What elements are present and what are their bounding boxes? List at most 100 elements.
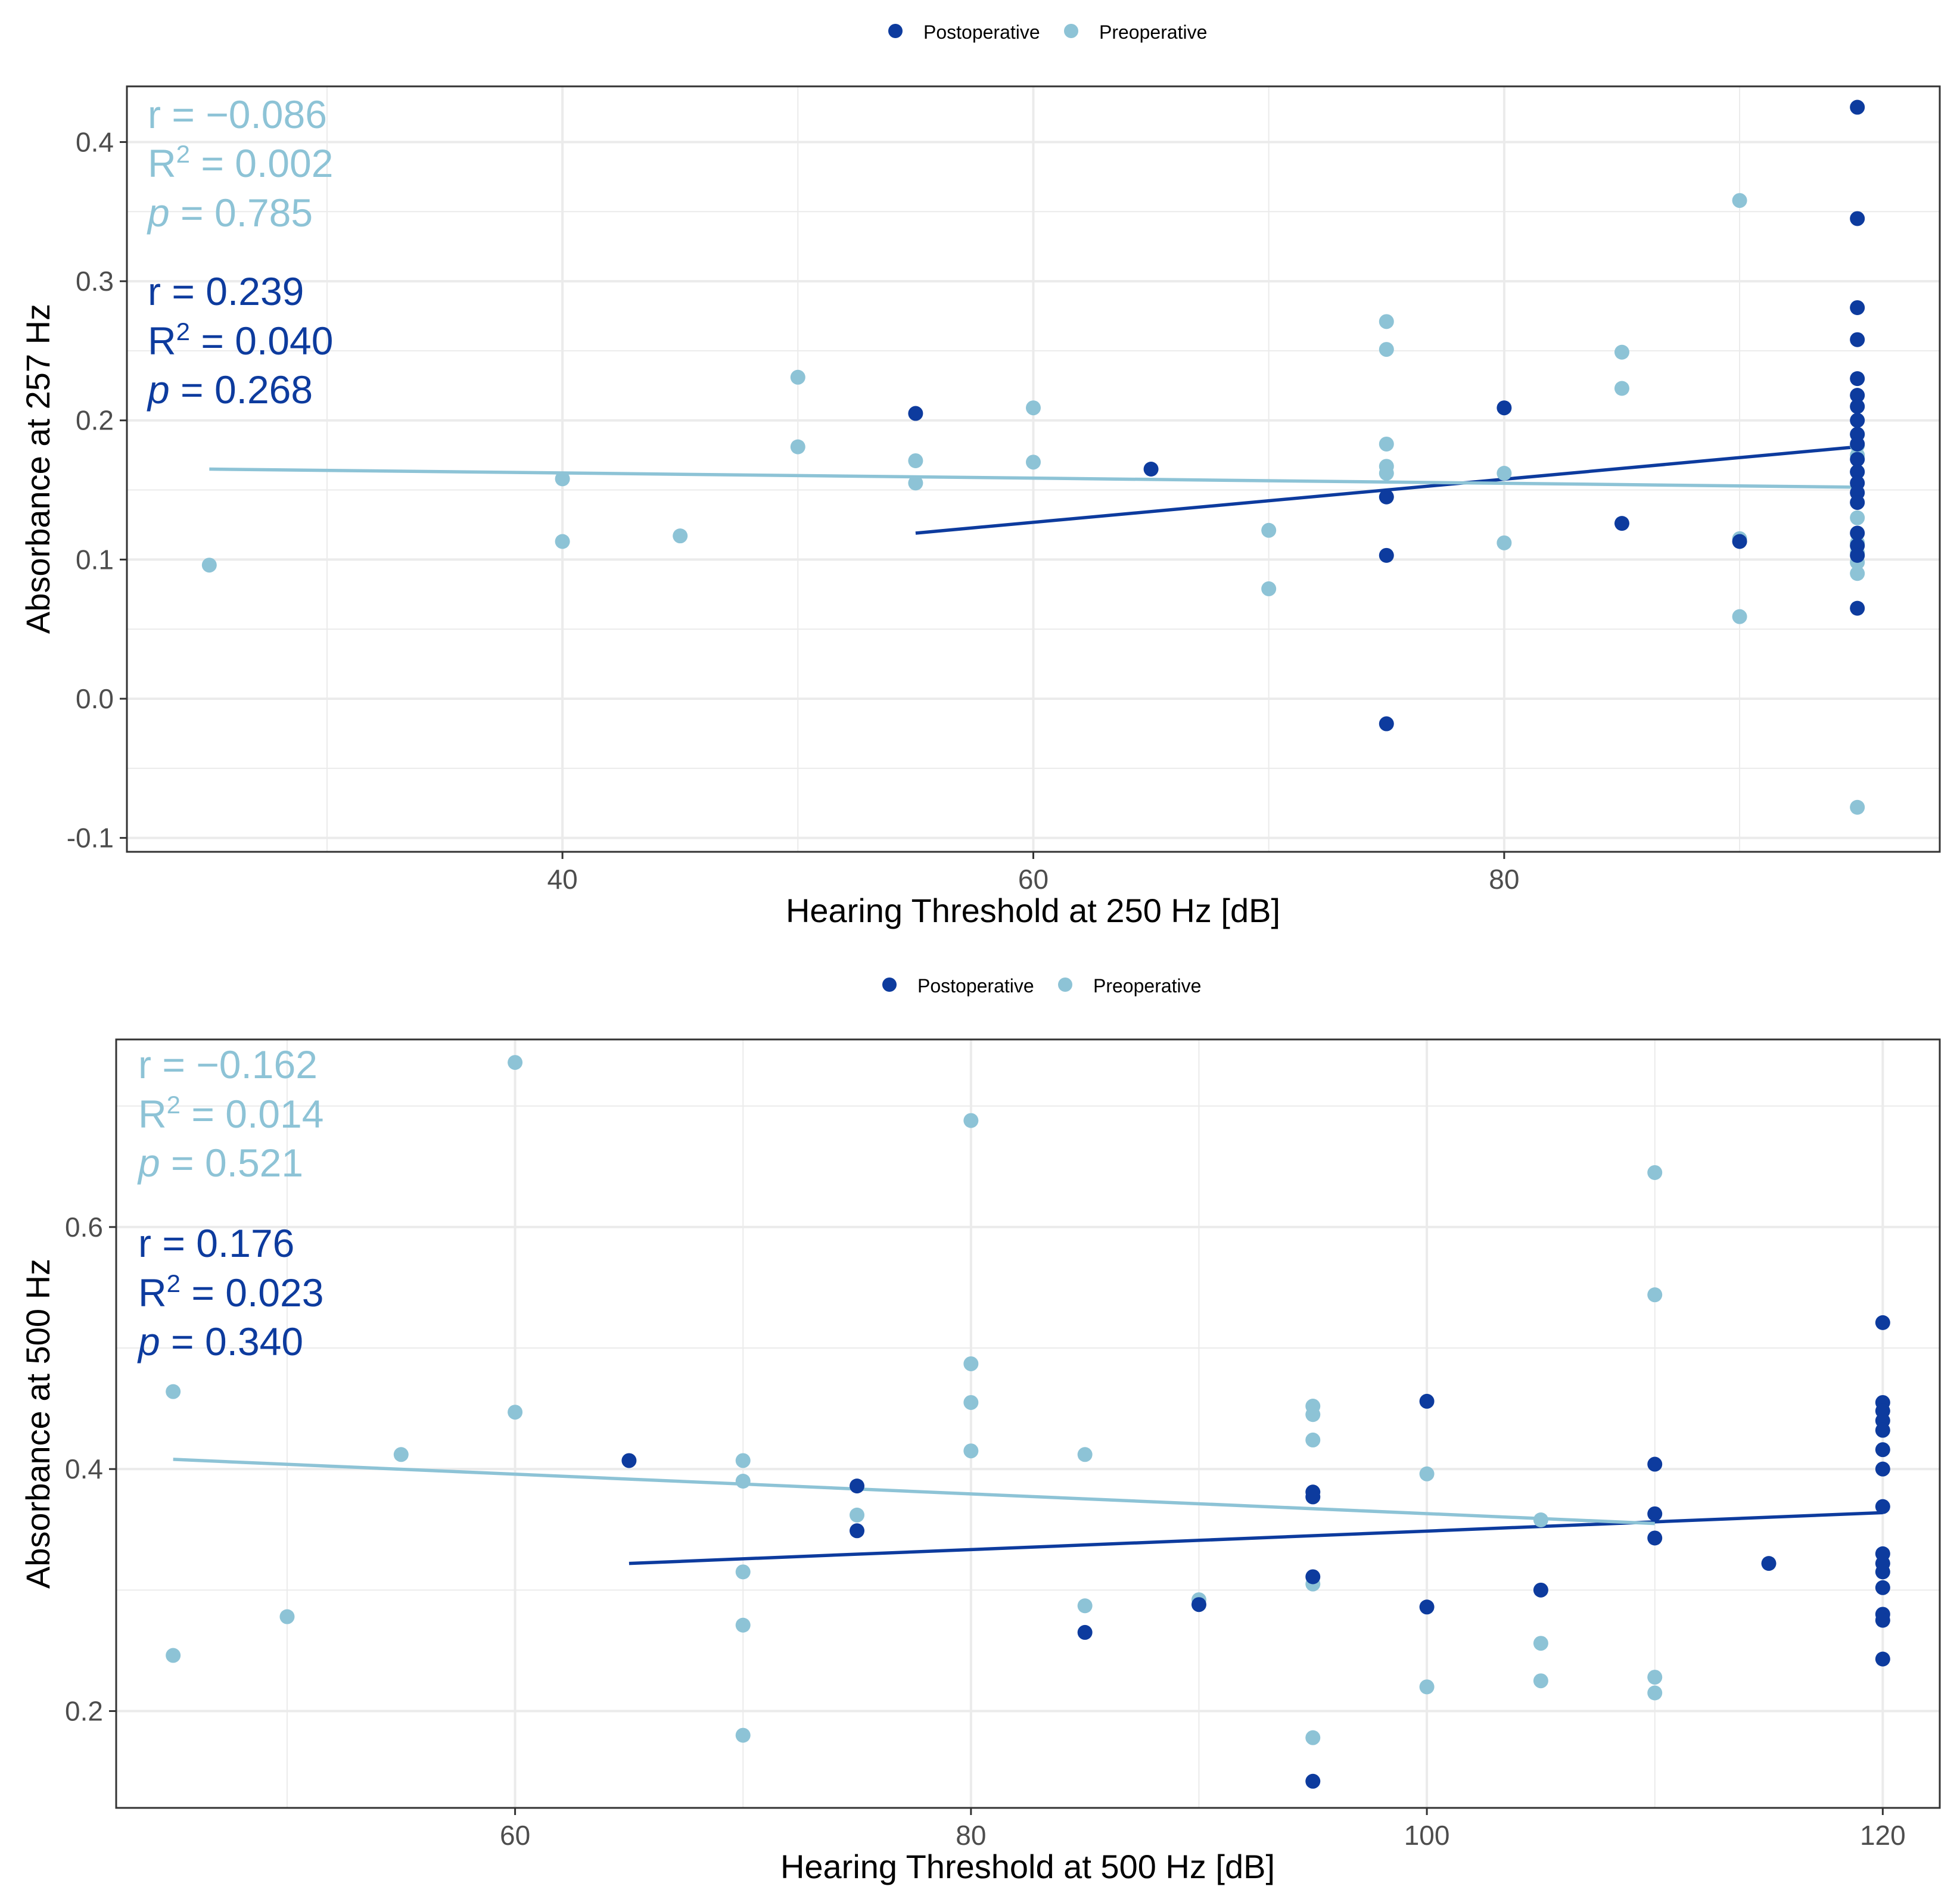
point-preoperative bbox=[1497, 466, 1512, 481]
stat-p-preoperative: p = 0.521 bbox=[137, 1141, 303, 1185]
point-preoperative bbox=[1533, 1673, 1548, 1689]
point-preoperative bbox=[1077, 1598, 1093, 1614]
y-axis-title: Absorbance at 500 Hz bbox=[19, 1259, 57, 1589]
point-postoperative bbox=[1850, 388, 1865, 403]
stat-p-postoperative: p = 0.340 bbox=[137, 1319, 303, 1364]
point-preoperative bbox=[735, 1727, 751, 1743]
stat-r-postoperative: r = 0.239 bbox=[148, 269, 304, 313]
x-axis-ticks: 60 80 100 120 bbox=[500, 1808, 1906, 1851]
point-postoperative bbox=[1850, 300, 1865, 315]
point-preoperative bbox=[1533, 1636, 1548, 1651]
x-axis-ticks: 40 60 80 bbox=[547, 852, 1519, 895]
x-tick-label: 80 bbox=[956, 1820, 986, 1851]
x-tick-label: 80 bbox=[1489, 864, 1519, 895]
point-preoperative bbox=[735, 1617, 751, 1633]
point-preoperative bbox=[1077, 1447, 1093, 1462]
stat-r2-preoperative: R2 = 0.014 bbox=[138, 1091, 323, 1136]
point-preoperative bbox=[850, 1507, 865, 1523]
y-tick-label: -0.1 bbox=[67, 823, 114, 854]
legend: Postoperative Preoperative bbox=[888, 21, 1207, 43]
stat-r-postoperative: r = 0.176 bbox=[138, 1221, 294, 1265]
stat-r-preoperative: r = −0.162 bbox=[138, 1042, 318, 1087]
plot-panel bbox=[116, 1039, 1940, 1808]
point-preoperative bbox=[1647, 1685, 1663, 1701]
point-postoperative bbox=[1875, 1651, 1890, 1667]
legend: Postoperative Preoperative bbox=[882, 975, 1201, 997]
point-preoperative bbox=[1026, 455, 1041, 470]
chart-panel-500hz: Postoperative Preoperative 0.2 0.4 0.6 60 8… bbox=[19, 975, 1941, 1885]
gridlines bbox=[127, 86, 1940, 852]
point-postoperative bbox=[1875, 1422, 1890, 1438]
point-preoperative bbox=[908, 453, 923, 468]
point-postoperative bbox=[1850, 211, 1865, 226]
point-preoperative bbox=[555, 471, 570, 487]
stats-preoperative: r = −0.086 R2 = 0.002 p = 0.785 bbox=[147, 92, 333, 235]
point-postoperative bbox=[1419, 1599, 1435, 1615]
point-preoperative bbox=[1850, 510, 1865, 525]
point-postoperative bbox=[1379, 716, 1394, 731]
point-preoperative bbox=[393, 1447, 409, 1462]
point-preoperative bbox=[1732, 609, 1747, 624]
point-postoperative bbox=[1850, 600, 1865, 616]
point-postoperative bbox=[1875, 1580, 1890, 1595]
y-tick-label: 0.2 bbox=[65, 1695, 103, 1726]
y-axis-title: Absorbance at 257 Hz bbox=[19, 304, 57, 634]
stat-r-preoperative: r = −0.086 bbox=[148, 92, 327, 136]
fit-line-preoperative bbox=[209, 467, 1858, 489]
point-preoperative bbox=[1647, 1165, 1663, 1180]
stat-r2-postoperative: R2 = 0.023 bbox=[138, 1269, 323, 1315]
point-postoperative bbox=[1850, 399, 1865, 414]
point-preoperative bbox=[201, 558, 217, 573]
point-preoperative bbox=[1379, 436, 1394, 452]
fit-line-postoperative bbox=[629, 1511, 1883, 1565]
point-preoperative bbox=[1305, 1407, 1321, 1422]
legend-key-postoperative bbox=[882, 978, 897, 992]
fit-line-preoperative bbox=[173, 1458, 1655, 1526]
x-tick-label: 120 bbox=[1860, 1820, 1906, 1851]
x-tick-label: 40 bbox=[547, 864, 578, 895]
point-preoperative bbox=[166, 1384, 181, 1399]
point-preoperative bbox=[1305, 1730, 1321, 1745]
point-postoperative bbox=[1875, 1461, 1890, 1477]
point-preoperative bbox=[735, 1453, 751, 1468]
x-tick-label: 60 bbox=[1018, 864, 1049, 895]
point-preoperative bbox=[1305, 1432, 1321, 1447]
point-postoperative bbox=[1533, 1582, 1548, 1598]
point-postoperative bbox=[1875, 1564, 1890, 1580]
point-postoperative bbox=[1305, 1489, 1321, 1505]
y-tick-label: 0.4 bbox=[76, 126, 114, 157]
point-preoperative bbox=[555, 534, 570, 549]
point-postoperative bbox=[1850, 413, 1865, 428]
y-tick-label: 0.3 bbox=[76, 266, 114, 297]
point-preoperative bbox=[508, 1405, 523, 1420]
point-postoperative bbox=[1850, 371, 1865, 387]
point-postoperative bbox=[1850, 332, 1865, 347]
point-postoperative bbox=[1875, 1613, 1890, 1628]
point-postoperative bbox=[1875, 1315, 1890, 1330]
point-preoperative bbox=[790, 369, 805, 385]
y-axis-ticks: -0.1 0.0 0.1 0.2 0.3 0.4 bbox=[67, 126, 127, 854]
point-postoperative bbox=[1497, 400, 1512, 416]
point-postoperative bbox=[1614, 516, 1629, 531]
legend-key-preoperative bbox=[1064, 24, 1078, 38]
stat-p-preoperative: p = 0.785 bbox=[147, 191, 313, 235]
point-postoperative bbox=[1850, 464, 1865, 480]
point-preoperative bbox=[1419, 1466, 1435, 1481]
point-preoperative bbox=[1026, 400, 1041, 416]
point-postoperative bbox=[1305, 1569, 1321, 1585]
point-postoperative bbox=[1850, 452, 1865, 467]
point-postoperative bbox=[908, 406, 923, 421]
point-preoperative bbox=[1379, 466, 1394, 481]
fit-lines bbox=[173, 1458, 1883, 1565]
stat-p-postoperative: p = 0.268 bbox=[147, 368, 313, 412]
point-postoperative bbox=[1850, 525, 1865, 541]
legend-key-preoperative bbox=[1058, 978, 1072, 992]
stats-postoperative: r = 0.176 R2 = 0.023 p = 0.340 bbox=[137, 1221, 323, 1364]
point-preoperative bbox=[1850, 799, 1865, 815]
point-preoperative bbox=[735, 1564, 751, 1580]
x-axis-title: Hearing Threshold at 500 Hz [dB] bbox=[780, 1848, 1275, 1885]
point-preoperative bbox=[1614, 344, 1629, 360]
stats-postoperative: r = 0.239 R2 = 0.040 p = 0.268 bbox=[147, 269, 333, 412]
x-tick-label: 100 bbox=[1404, 1820, 1450, 1851]
y-axis-ticks: 0.2 0.4 0.6 bbox=[65, 1212, 116, 1726]
